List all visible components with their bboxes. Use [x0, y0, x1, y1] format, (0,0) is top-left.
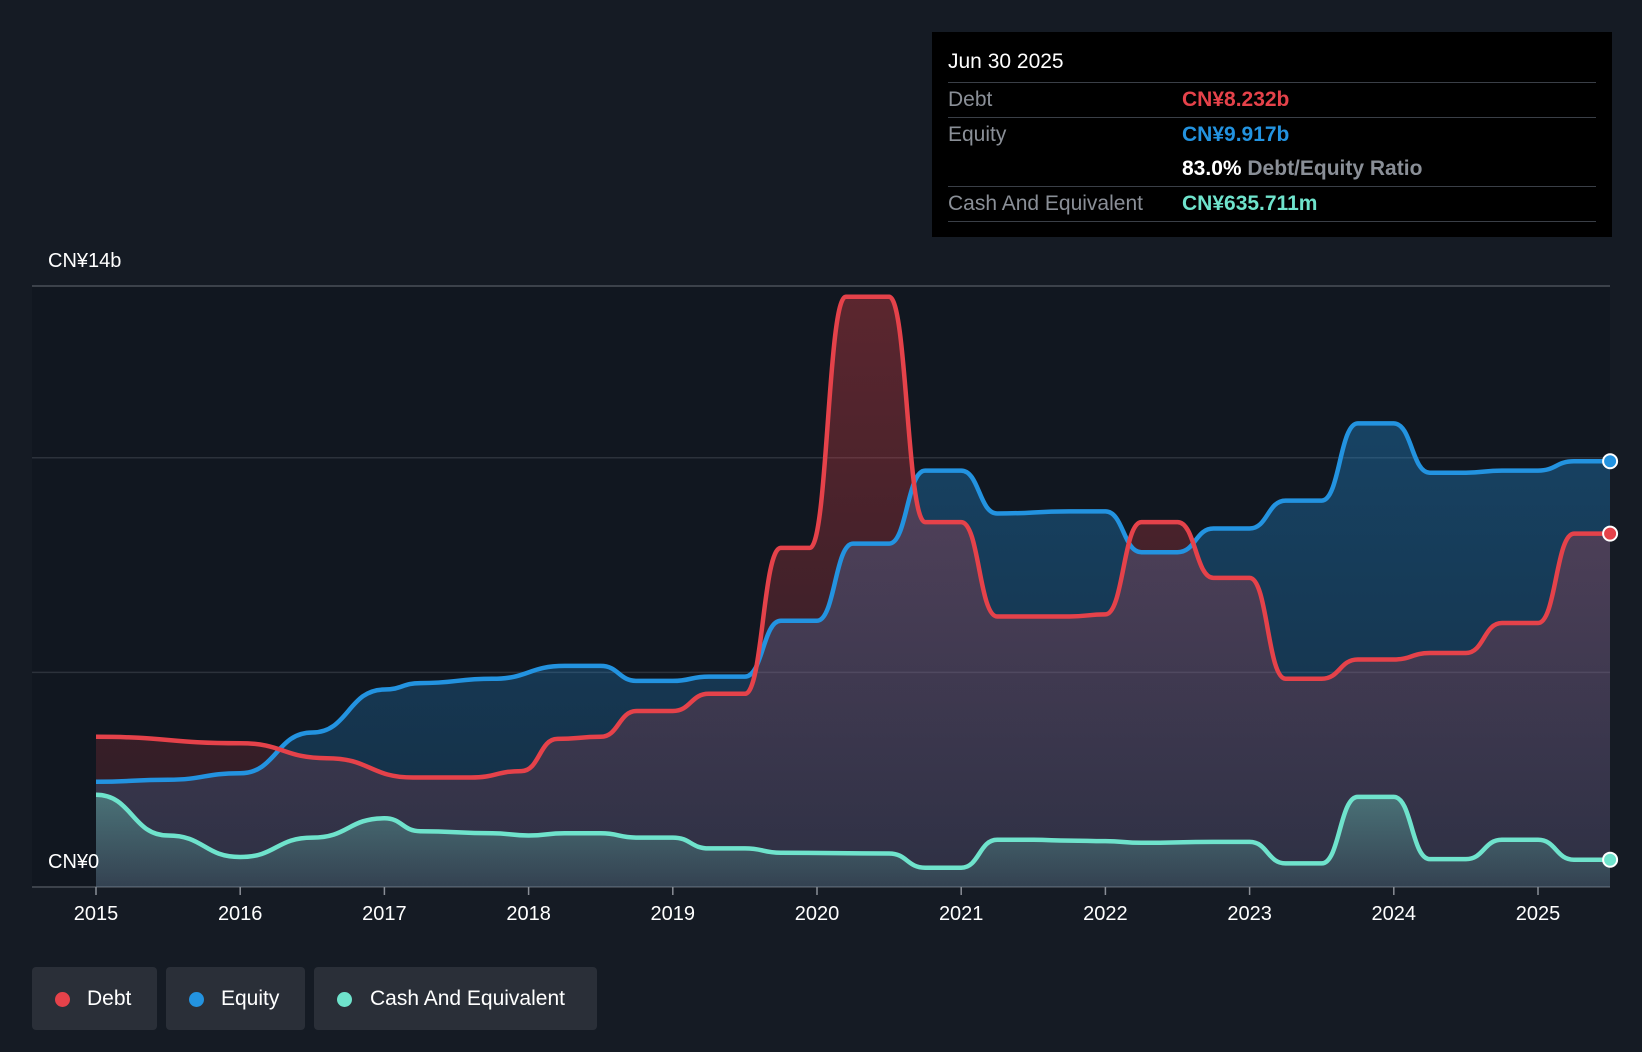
- tooltip-date: Jun 30 2025: [948, 50, 1064, 73]
- x-tick-label: 2023: [1227, 903, 1272, 925]
- x-tick-label: 2024: [1372, 903, 1417, 925]
- debt-dot-icon: [55, 992, 70, 1007]
- debt-area: [96, 296, 1610, 887]
- cash-line: [95, 792, 1611, 870]
- tooltip-ratio-value: 83.0%: [1182, 157, 1242, 180]
- legend-label-cash: Cash And Equivalent: [370, 987, 565, 1010]
- legend-item-equity[interactable]: Equity: [166, 967, 305, 1030]
- tooltip-ratio: 83.0% Debt/Equity Ratio: [1182, 152, 1422, 186]
- x-tick-label: 2022: [1083, 903, 1128, 925]
- legend-item-cash[interactable]: Cash And Equivalent: [314, 967, 597, 1030]
- tooltip-debt-row: Debt CN¥8.232b: [948, 82, 1596, 117]
- cash-dot-icon: [337, 992, 352, 1007]
- tooltip-cash-label: Cash And Equivalent: [948, 192, 1143, 215]
- tooltip-ratio-label: Debt/Equity Ratio: [1247, 157, 1423, 180]
- tooltip-debt-value: CN¥8.232b: [1182, 88, 1290, 111]
- x-tick-label: 2020: [795, 903, 840, 925]
- y-axis-max-label: CN¥14b: [48, 250, 122, 272]
- legend-label-debt: Debt: [87, 987, 132, 1010]
- cash-area: [96, 794, 1610, 887]
- tooltip-equity-value: CN¥9.917b: [1182, 123, 1290, 146]
- x-tick-label: 2019: [651, 903, 696, 925]
- debt-line: [95, 294, 1611, 780]
- tooltip-ratio-row: 83.0% Debt/Equity Ratio: [948, 152, 1596, 186]
- debt-end-point: [1602, 525, 1619, 542]
- x-tick-label: 2017: [362, 903, 407, 925]
- x-tick-label: 2015: [74, 903, 119, 925]
- x-tick-label: 2025: [1516, 903, 1561, 925]
- tooltip-cash-row: Cash And Equivalent CN¥635.711m: [948, 186, 1596, 222]
- legend-item-debt[interactable]: Debt: [32, 967, 157, 1030]
- y-axis-min-label: CN¥0: [48, 851, 100, 873]
- equity-dot-icon: [189, 992, 204, 1007]
- data-tooltip: Jun 30 2025 Debt CN¥8.232b Equity CN¥9.9…: [932, 32, 1612, 237]
- cash-end-point: [1602, 851, 1619, 868]
- tooltip-debt-label: Debt: [948, 88, 993, 111]
- x-tick-label: 2018: [506, 903, 551, 925]
- tooltip-equity-row: Equity CN¥9.917b: [948, 117, 1596, 152]
- tooltip-equity-label: Equity: [948, 123, 1007, 146]
- x-tick-label: 2016: [218, 903, 263, 925]
- equity-end-point: [1602, 453, 1619, 470]
- tooltip-cash-value: CN¥635.711m: [1182, 192, 1318, 215]
- x-tick-label: 2021: [939, 903, 984, 925]
- legend-label-equity: Equity: [221, 987, 280, 1010]
- equity-line: [95, 421, 1611, 785]
